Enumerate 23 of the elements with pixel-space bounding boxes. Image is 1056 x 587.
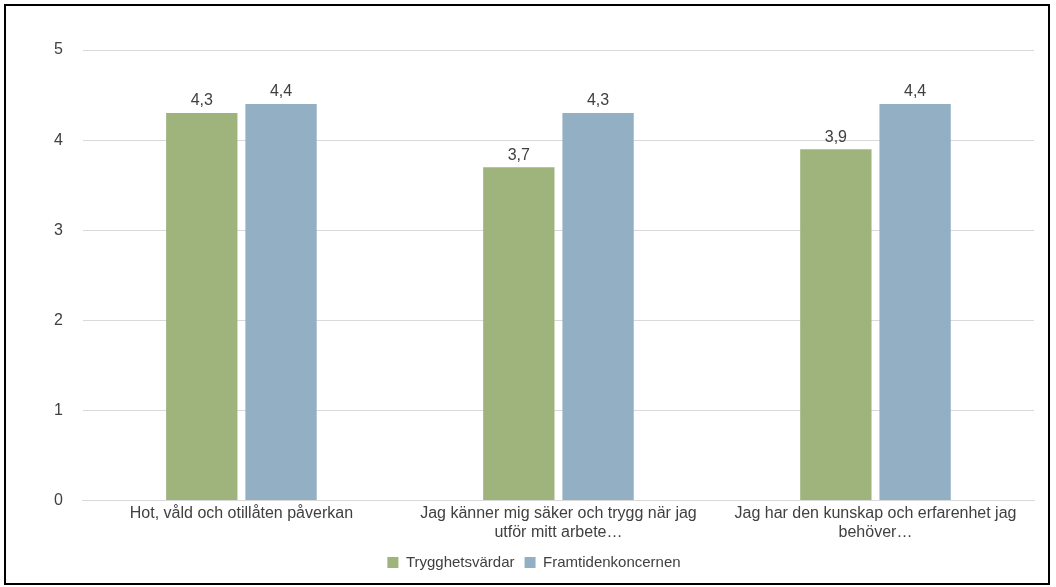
bar: [245, 104, 317, 501]
data-label: 3,9: [824, 127, 848, 145]
data-label: 4,3: [190, 91, 213, 109]
data-label: 3,7: [507, 145, 531, 163]
bar: [562, 113, 634, 501]
x-tick-label: Jag känner mig säker och trygg när jag utför mitt arbete…: [420, 503, 697, 540]
y-tick-label: 2: [53, 310, 63, 328]
y-tick-label: 5: [53, 40, 63, 58]
bar: [483, 167, 555, 501]
bar: [800, 149, 872, 501]
data-label: 4,3: [586, 91, 610, 109]
x-tick-label: Hot, våld och otillåten påverkan: [129, 503, 354, 521]
y-tick-label: 3: [53, 220, 63, 238]
bar: [879, 104, 951, 501]
bar: [166, 113, 238, 501]
data-label: 4,4: [269, 82, 293, 100]
x-tick-label: Jag har den kunskap och erfarenhet jag behöver…: [734, 503, 1017, 540]
y-tick-label: 0: [53, 491, 63, 509]
y-tick-label: 1: [53, 400, 63, 418]
data-label: 4,4: [903, 82, 927, 100]
legend-label: Framtidenkoncernen: [543, 552, 681, 570]
legend-label: Trygghetsvärdar: [405, 552, 515, 570]
y-tick-label: 4: [53, 130, 63, 148]
